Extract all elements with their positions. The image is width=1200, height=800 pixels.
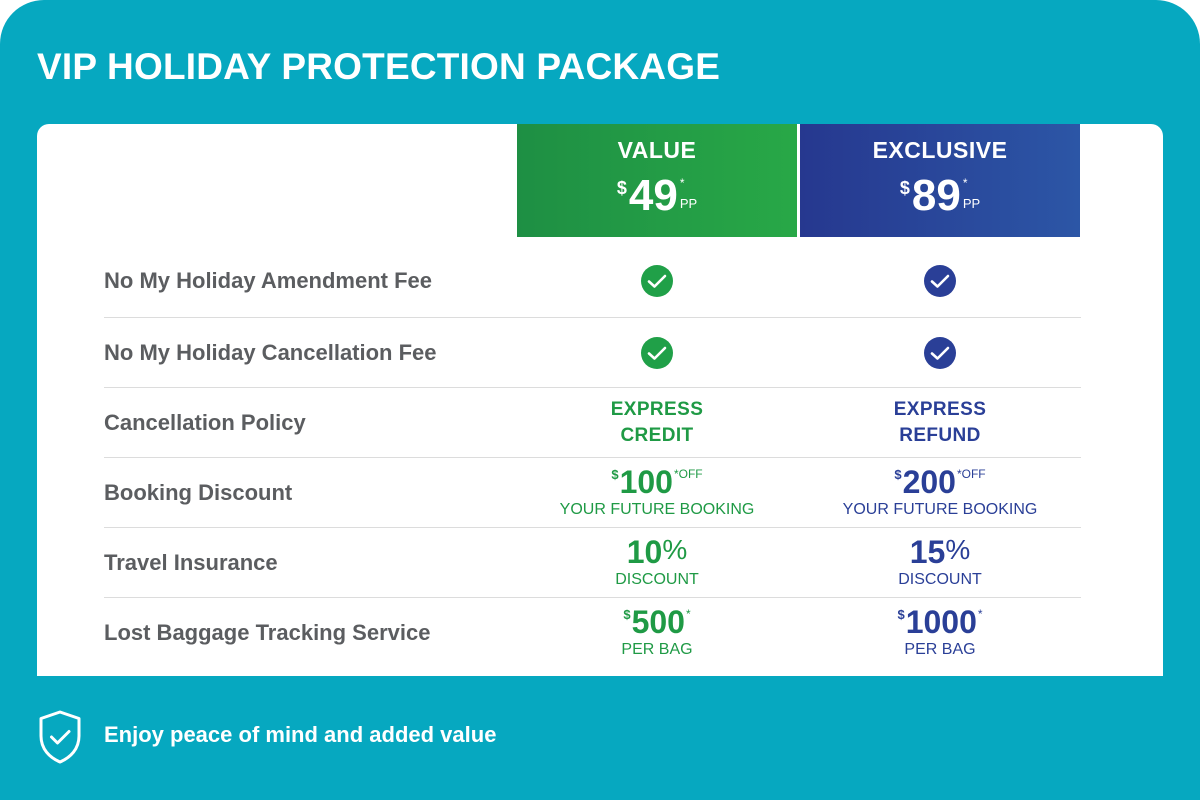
currency-symbol: $: [611, 467, 619, 482]
amount-caption: YOUR FUTURE BOOKING: [842, 501, 1038, 518]
percent-sign: %: [945, 534, 971, 565]
amount-suffix: *: [685, 607, 691, 621]
check-icon: [641, 265, 673, 297]
amount-caption: PER BAG: [621, 641, 693, 658]
price-asterisk: *: [679, 176, 685, 190]
percent-sign: %: [662, 534, 688, 565]
exclusive-cell: [800, 318, 1080, 388]
exclusive-cell: $ 1000 * PER BAG: [800, 598, 1080, 668]
plan-name: EXCLUSIVE: [872, 137, 1008, 163]
exclusive-cell: 15 % DISCOUNT: [800, 528, 1080, 598]
price-unit: PP: [679, 196, 698, 211]
value-cell: $ 500 * PER BAG: [517, 598, 797, 668]
plan-name: VALUE: [617, 137, 697, 163]
amount-caption: DISCOUNT: [898, 571, 982, 588]
amount-caption: PER BAG: [904, 641, 976, 658]
feature-row-travel-insurance: Travel Insurance 10 % DISCOUNT 15 % DISC…: [104, 527, 1081, 597]
price-unit: PP: [962, 196, 981, 211]
currency-symbol: $: [623, 607, 631, 622]
discount-percent: 10: [626, 534, 663, 570]
value-cell: [517, 318, 797, 388]
feature-label: No My Holiday Cancellation Fee: [104, 340, 437, 365]
feature-row-cancellation-fee: No My Holiday Cancellation Fee: [104, 317, 1081, 387]
amount-caption: YOUR FUTURE BOOKING: [559, 501, 755, 518]
value-cell: $ 100 *OFF YOUR FUTURE BOOKING: [517, 458, 797, 528]
value-cell: 10 % DISCOUNT: [517, 528, 797, 598]
feature-label: Booking Discount: [104, 480, 293, 505]
amount-suffix: *OFF: [956, 467, 986, 481]
price-amount: 89: [911, 171, 961, 220]
plan-price: $ 89 * PP: [800, 170, 1080, 230]
policy-line: EXPRESS: [893, 399, 987, 420]
discount-amount: 100: [619, 464, 673, 500]
feature-row-lost-baggage: Lost Baggage Tracking Service $ 500 * PE…: [104, 597, 1081, 667]
price-amount: 49: [628, 171, 678, 220]
feature-label: Cancellation Policy: [104, 410, 306, 435]
amount-suffix: *OFF: [673, 467, 703, 481]
plan-price: $ 49 * PP: [517, 170, 797, 230]
currency-symbol: $: [899, 178, 910, 198]
price-asterisk: *: [962, 176, 968, 190]
amount-caption: DISCOUNT: [615, 571, 699, 588]
currency-symbol: $: [897, 607, 905, 622]
plan-header-value: VALUE $ 49 * PP: [517, 124, 797, 237]
policy-line: EXPRESS: [610, 399, 704, 420]
footer-tagline: Enjoy peace of mind and added value: [104, 722, 497, 747]
exclusive-cell: EXPRESS REFUND: [800, 388, 1080, 458]
value-cell: [517, 246, 797, 316]
check-icon: [641, 337, 673, 369]
currency-symbol: $: [616, 178, 627, 198]
value-cell: EXPRESS CREDIT: [517, 388, 797, 458]
check-icon: [924, 337, 956, 369]
feature-row-cancellation-policy: Cancellation Policy EXPRESS CREDIT EXPRE…: [104, 387, 1081, 457]
feature-label: Lost Baggage Tracking Service: [104, 620, 431, 645]
discount-percent: 15: [909, 534, 946, 570]
discount-amount: 200: [902, 464, 956, 500]
exclusive-cell: [800, 246, 1080, 316]
coverage-amount: 500: [631, 604, 685, 640]
policy-line: CREDIT: [620, 425, 694, 446]
coverage-amount: 1000: [905, 604, 977, 640]
exclusive-cell: $ 200 *OFF YOUR FUTURE BOOKING: [800, 458, 1080, 528]
page-title: VIP HOLIDAY PROTECTION PACKAGE: [37, 46, 721, 87]
policy-line: REFUND: [899, 425, 981, 446]
amount-suffix: *: [977, 607, 983, 621]
shield-check-icon: [36, 709, 84, 765]
plan-header-exclusive: EXCLUSIVE $ 89 * PP: [800, 124, 1080, 237]
feature-label: No My Holiday Amendment Fee: [104, 268, 433, 293]
currency-symbol: $: [894, 467, 902, 482]
check-icon: [924, 265, 956, 297]
feature-row-booking-discount: Booking Discount $ 100 *OFF YOUR FUTURE …: [104, 457, 1081, 527]
feature-row-amendment-fee: No My Holiday Amendment Fee: [104, 246, 1081, 316]
feature-label: Travel Insurance: [104, 550, 278, 575]
